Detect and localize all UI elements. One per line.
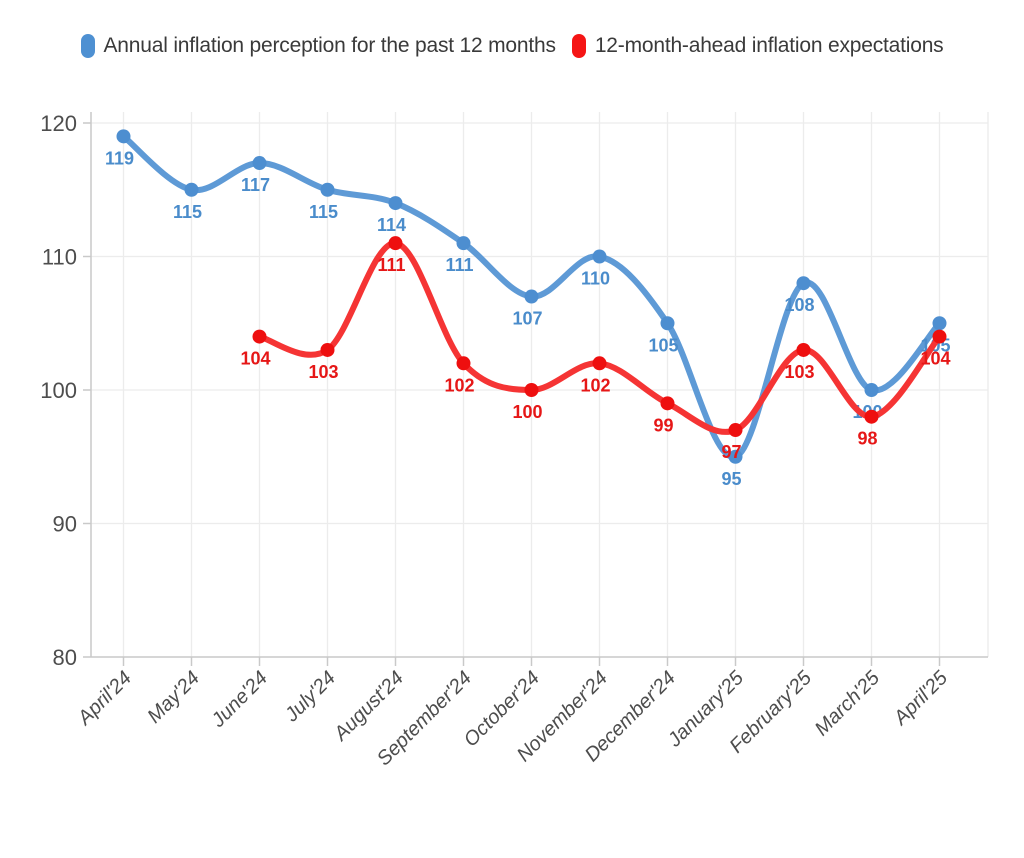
svg-text:111: 111 [377,255,405,275]
svg-text:103: 103 [308,362,338,382]
svg-text:104: 104 [240,349,270,369]
svg-text:105: 105 [648,335,678,355]
svg-text:119: 119 [105,148,134,168]
chart-legend: Annual inflation perception for the past… [0,34,1024,58]
legend-label-perception: Annual inflation perception for the past… [103,34,557,57]
svg-text:115: 115 [173,202,202,222]
svg-text:117: 117 [241,175,270,195]
svg-text:102: 102 [444,375,474,395]
svg-text:May'24: May'24 [143,667,204,728]
svg-text:100: 100 [512,402,542,422]
svg-text:95: 95 [721,469,741,489]
svg-text:97: 97 [721,442,741,462]
svg-text:104: 104 [920,349,950,369]
svg-text:June'24: June'24 [207,667,272,732]
svg-text:107: 107 [512,309,542,329]
svg-text:99: 99 [653,415,673,435]
svg-text:115: 115 [309,202,338,222]
legend-marker-expectations-icon [571,34,586,58]
legend-item-perception: Annual inflation perception for the past… [80,34,557,58]
svg-text:110: 110 [581,269,610,289]
svg-text:103: 103 [784,362,814,382]
svg-text:110: 110 [42,245,77,270]
legend-item-expectations: 12-month-ahead inflation expectations [571,34,944,58]
svg-text:100: 100 [40,378,77,403]
svg-text:90: 90 [53,512,77,537]
svg-text:114: 114 [377,215,406,235]
svg-text:July'24: July'24 [280,667,340,727]
svg-text:120: 120 [40,111,77,136]
svg-text:98: 98 [857,429,877,449]
svg-text:102: 102 [580,375,610,395]
svg-text:108: 108 [784,295,814,315]
svg-text:April'24: April'24 [73,667,136,730]
svg-text:111: 111 [445,255,473,275]
svg-text:80: 80 [53,645,77,670]
svg-text:March'25: March'25 [811,666,885,740]
legend-label-expectations: 12-month-ahead inflation expectations [594,34,944,57]
svg-text:April'25: April'25 [889,666,953,730]
legend-marker-perception-icon [80,34,95,58]
